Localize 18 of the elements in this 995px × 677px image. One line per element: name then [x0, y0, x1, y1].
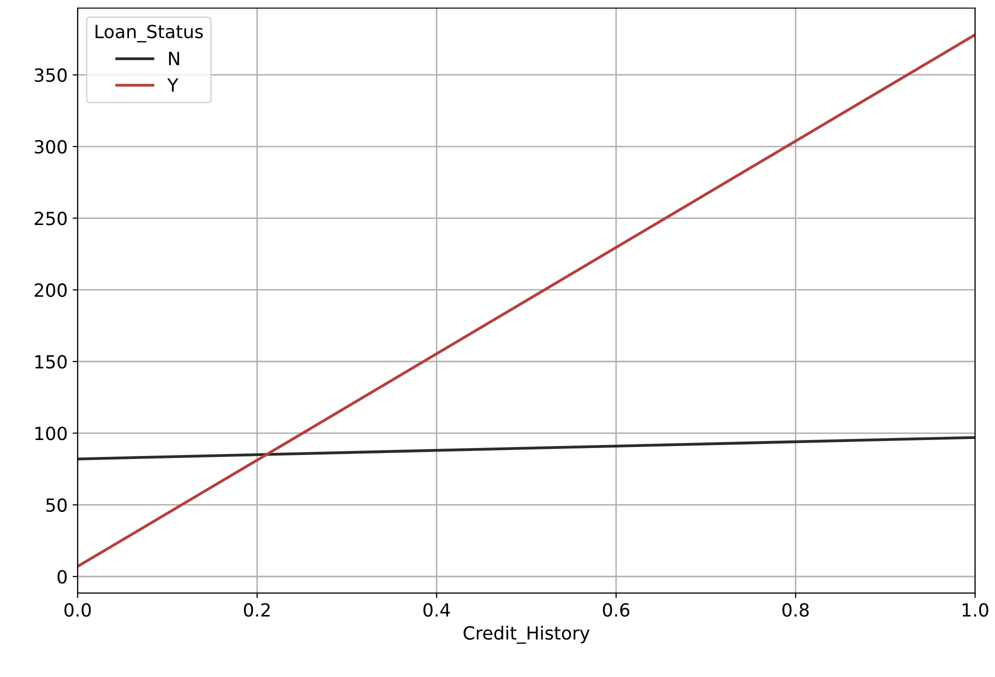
x-tick-label: 1.0 — [962, 603, 988, 617]
y-tick-label: 100 — [35, 426, 67, 440]
y-tick-label: 50 — [46, 498, 67, 512]
y-tick-label: 250 — [34, 212, 67, 226]
legend-title: Loan_Status — [96, 24, 203, 42]
x-tick-label: 0.6 — [602, 603, 630, 617]
x-axis-title: Credit_History — [464, 626, 590, 644]
y-tick-label: 0 — [58, 570, 67, 584]
x-tick-label: 0.4 — [423, 603, 450, 617]
x-tick-label: 0.8 — [782, 603, 809, 617]
x-tick-label: 0.0 — [64, 603, 91, 617]
y-tick-label: 300 — [34, 140, 67, 154]
legend-label: N — [169, 52, 180, 66]
y-tick-label: 350 — [34, 68, 67, 82]
y-tick-label: 150 — [35, 354, 67, 369]
y-tick-label: 200 — [34, 283, 67, 297]
legend-label: Y — [167, 78, 178, 92]
x-tick-label: 0.2 — [244, 603, 270, 617]
